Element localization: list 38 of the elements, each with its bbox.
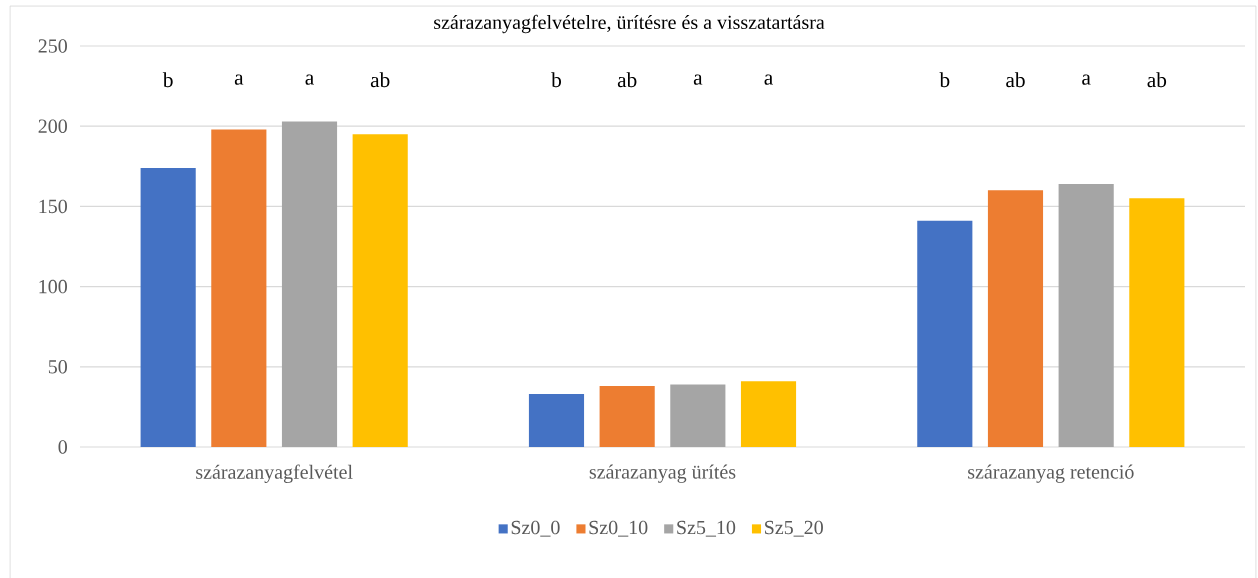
annotation: a [693,74,703,85]
bar [1058,183,1114,447]
y-tick-label: 150 [39,199,67,214]
bar [281,121,338,447]
annotation: b [162,72,173,88]
y-tick-label: 200 [38,119,67,133]
bar [1129,198,1185,447]
annotation: ab [1006,72,1025,88]
annotation: b [551,72,561,88]
annotation: a [234,74,244,85]
y-tick-label: 50 [48,360,67,374]
annotation: b [939,72,950,88]
legend-label: Sz0_0 [511,520,560,537]
y-tick-label: 250 [38,39,67,53]
y-tick-label: 100 [39,279,67,294]
chart-title: szárazanyagfelvételre, ürítésre és a visszatartásra [434,14,825,34]
x-tick-label: szárazanyag retenció [968,464,1134,483]
annotation: ab [617,72,637,88]
bar [987,190,1044,447]
legend-label: Sz0_10 [589,520,648,537]
bar [740,381,797,447]
bar [917,220,973,447]
annotation: ab [370,72,390,88]
y-tick-label: 0 [58,440,67,454]
annotation: a [1082,74,1091,85]
bar [352,134,408,447]
x-tick-label: szárazanyag ürítés [589,464,736,483]
bar [670,384,726,447]
annotation: a [764,74,773,85]
bar [599,386,655,447]
annotation: ab [1147,72,1167,88]
legend-label: Sz5_20 [765,520,823,537]
bar [211,129,267,447]
bar [140,167,196,447]
x-tick-label: szárazanyagfelvétel [196,464,353,483]
legend-label: Sz5_10 [677,520,736,537]
bar [528,394,585,447]
annotation: a [305,74,314,85]
